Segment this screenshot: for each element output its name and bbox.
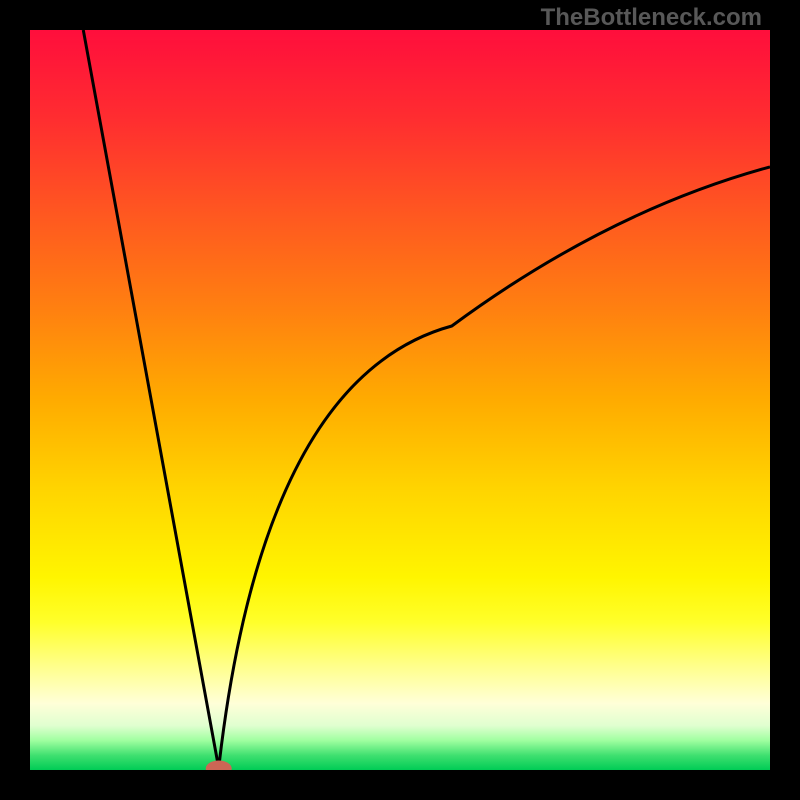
frame-border-bottom bbox=[0, 770, 800, 800]
curve-path bbox=[83, 30, 770, 768]
bottleneck-curve bbox=[0, 0, 800, 800]
watermark-text: TheBottleneck.com bbox=[541, 4, 762, 32]
frame-border-left bbox=[0, 0, 30, 800]
frame-border-right bbox=[770, 0, 800, 800]
chart-frame: TheBottleneck.com bbox=[0, 0, 800, 800]
